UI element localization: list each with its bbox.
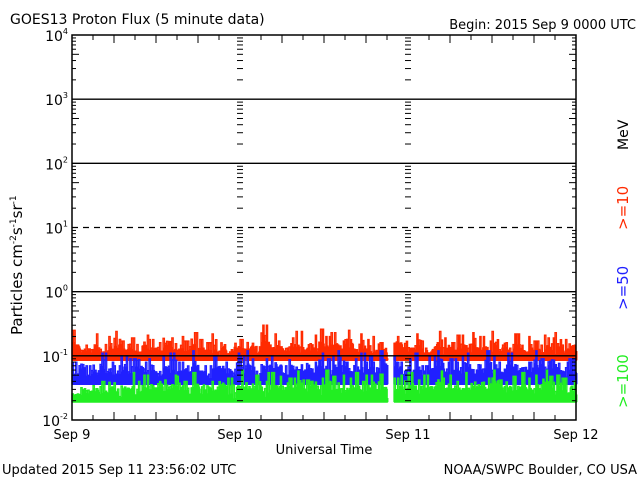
legend-mev: MeV xyxy=(616,119,632,150)
y-tick-label: 101 xyxy=(45,220,68,238)
plot-frame xyxy=(71,34,577,421)
x-tick-labels: Sep 9 Sep 10 Sep 11 Sep 12 xyxy=(54,428,599,443)
y-tick-exponent: 4 xyxy=(63,27,68,36)
y-tick-base: 10 xyxy=(45,286,63,302)
y-tick-label: 103 xyxy=(45,91,68,109)
y-tick-exponent: 0 xyxy=(63,284,68,293)
x-tick-label: Sep 10 xyxy=(217,428,262,443)
y-tick-label: 104 xyxy=(45,27,68,45)
x-tick-label: Sep 12 xyxy=(553,428,598,443)
y-tick-label: 100 xyxy=(45,284,68,302)
begin-label: Begin: 2015 Sep 9 0000 UTC xyxy=(449,18,636,33)
y-tick-exponent: 3 xyxy=(63,91,68,100)
y-tick-base: 10 xyxy=(45,29,63,45)
legend-ge100: >=100 xyxy=(614,354,632,408)
y-tick-label: 10-1 xyxy=(42,348,68,366)
updated-timestamp: Updated 2015 Sep 11 23:56:02 UTC xyxy=(2,463,236,478)
y-tick-exponent: -2 xyxy=(60,412,68,421)
data-source: NOAA/SWPC Boulder, CO USA xyxy=(444,463,637,478)
chart-title: GOES13 Proton Flux (5 minute data) xyxy=(10,12,265,28)
y-tick-base: 10 xyxy=(45,157,63,173)
y-tick-exponent: -1 xyxy=(60,348,68,357)
y-tick-base: 10 xyxy=(42,350,60,366)
y-tick-label: 10-2 xyxy=(42,412,68,430)
y-tick-exponent: 1 xyxy=(63,220,68,229)
y-tick-base: 10 xyxy=(42,414,60,430)
series-line-2 xyxy=(71,369,578,403)
plot-area xyxy=(71,34,578,421)
y-tick-base: 10 xyxy=(45,93,63,109)
legend-ge50: >=50 xyxy=(614,266,632,310)
x-axis-label: Universal Time xyxy=(276,443,373,458)
x-tick-label: Sep 11 xyxy=(385,428,430,443)
y-tick-base: 10 xyxy=(45,222,63,238)
y-tick-label: 102 xyxy=(45,155,68,173)
x-tick-label: Sep 9 xyxy=(54,428,91,443)
legend-ge10: >=10 xyxy=(614,186,632,230)
y-axis-label: Particles cm-2s-1sr-1 xyxy=(8,195,26,335)
series-line-0 xyxy=(71,324,578,362)
y-tick-exponent: 2 xyxy=(63,155,68,164)
